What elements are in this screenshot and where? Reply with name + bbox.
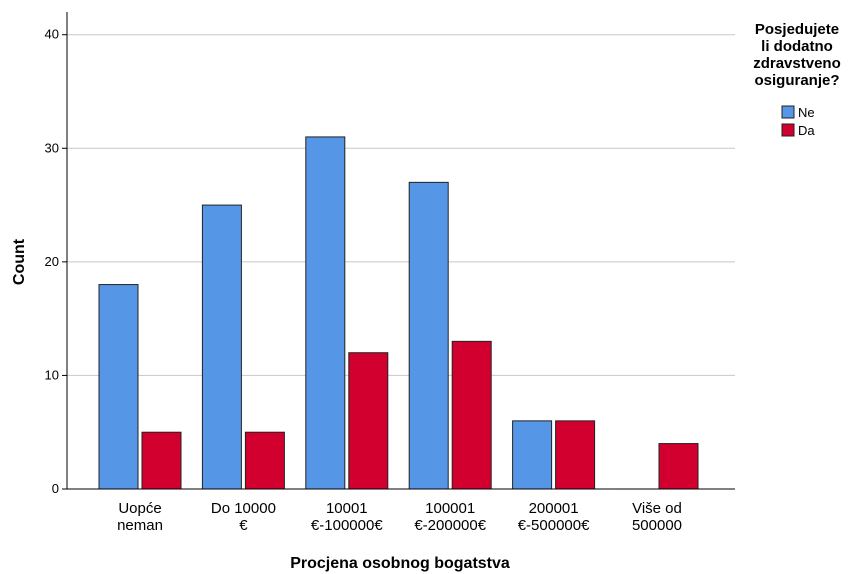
bar-da-4	[555, 420, 596, 490]
x-category-labels: Uopće neman Do 10000 € 10001 €-100000€ 100001 €…	[117, 500, 682, 534]
legend-label-ne: Ne	[798, 105, 815, 120]
x-category-label: Više od 500000	[632, 500, 682, 534]
bar-da-5	[658, 443, 699, 490]
gridlines	[67, 34, 735, 376]
y-tick-label: 20	[45, 254, 59, 269]
bar-ne-0	[98, 284, 139, 490]
axes	[62, 12, 735, 490]
y-tick-labels: 0 10 20 30 40	[45, 27, 59, 496]
legend-title: Posjedujete li dodatno zdravstveno osiguran…	[753, 21, 841, 89]
bar-ne-3	[408, 181, 449, 490]
bar-ne-1	[201, 204, 242, 490]
bar-ne-4	[512, 420, 553, 490]
legend: Posjedujete li dodatno zdravstveno osiguran…	[753, 21, 841, 138]
legend-label-da: Da	[798, 123, 815, 138]
bar-da-2	[348, 352, 389, 490]
y-tick-label: 10	[45, 367, 59, 382]
legend-swatch-ne	[781, 105, 795, 119]
legend-swatch-da	[781, 123, 795, 137]
y-tick-label: 40	[45, 27, 59, 42]
bars	[98, 136, 699, 490]
y-tick-label: 0	[52, 481, 59, 496]
bar-da-1	[244, 431, 285, 490]
bar-da-3	[451, 340, 492, 490]
x-category-label: 10001 €-100000€	[311, 500, 383, 534]
x-axis-label: Procjena osobnog bogatstva	[290, 555, 510, 572]
x-category-label: 100001 €-200000€	[414, 500, 486, 534]
x-category-label: Uopće neman	[117, 500, 163, 534]
x-category-label: Do 10000 €	[211, 500, 276, 534]
bar-ne-2	[305, 136, 346, 490]
y-axis-label: Count	[11, 238, 28, 285]
y-tick-label: 30	[45, 140, 59, 155]
x-category-label: 200001 €-500000€	[518, 500, 590, 534]
bar-da-0	[141, 431, 182, 490]
